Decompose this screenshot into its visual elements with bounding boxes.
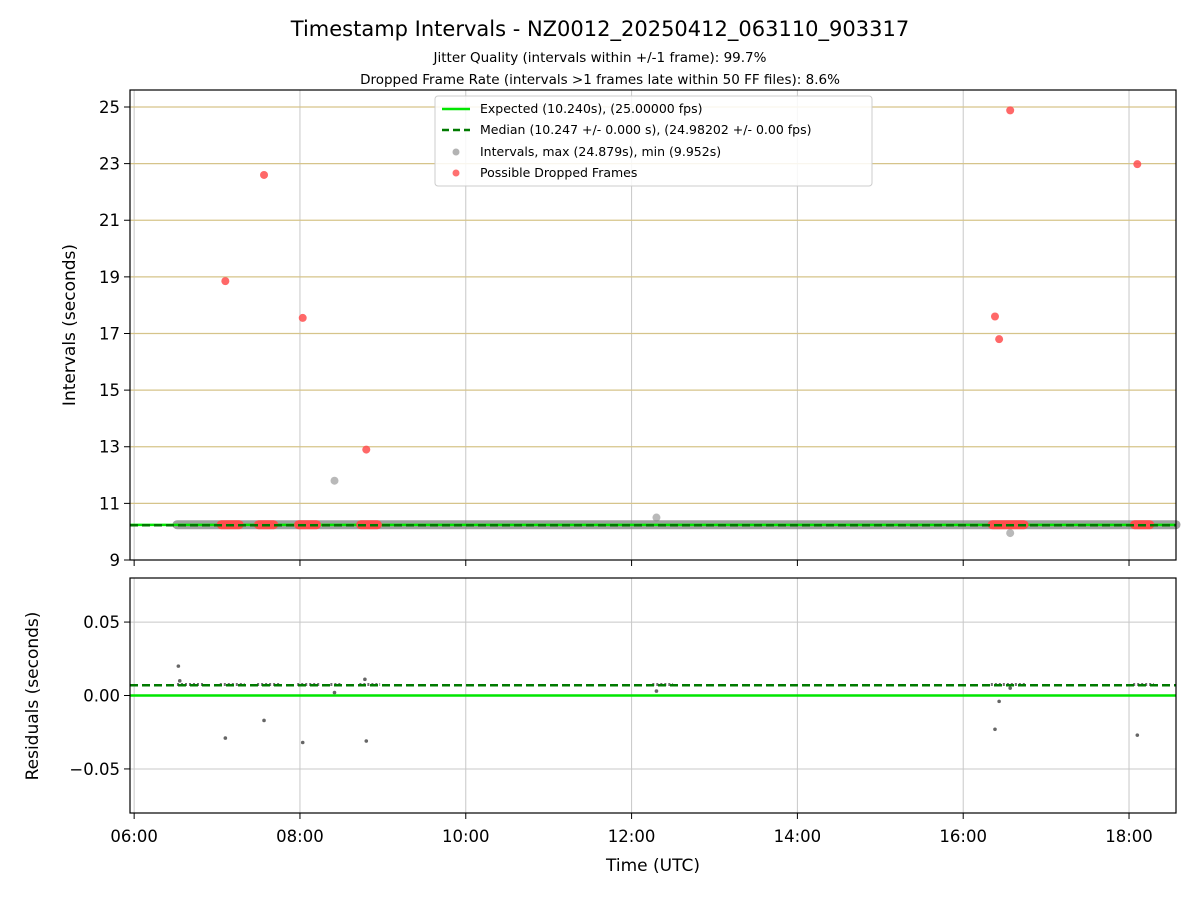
residuals-y-axis-label: Residuals (seconds) xyxy=(23,612,43,781)
intervals-panel: 9 11 13 15 17 19 21 23 25 Intervals (seconds) Ex… xyxy=(60,89,1181,570)
residuals-xtick-label-4: 14:00 xyxy=(774,827,822,846)
residuals-ytick-label-0: 0.05 xyxy=(83,613,120,632)
residuals-xtick-label-1: 08:00 xyxy=(276,827,324,846)
residual-point-11 xyxy=(1008,686,1012,690)
legend-intervals-label: Intervals, max (24.879s), min (9.952s) xyxy=(480,144,721,159)
dropped-point-4 xyxy=(990,312,999,321)
dropped-point-5 xyxy=(995,335,1004,344)
residual-point-4 xyxy=(300,740,305,745)
interval-point-0 xyxy=(330,476,339,485)
residuals-ytick-label-2: −0.05 xyxy=(69,760,120,779)
residuals-xtick-label-3: 12:00 xyxy=(608,827,656,846)
residual-point-6 xyxy=(364,739,369,743)
interval-point-2 xyxy=(1006,529,1015,538)
intervals-ytick-label-0: 9 xyxy=(110,551,121,570)
residual-point-8 xyxy=(654,689,659,693)
residual-point-5 xyxy=(332,690,337,695)
legend-expected-label: Expected (10.240s), (25.00000 fps) xyxy=(480,101,702,116)
intervals-ytick-label-4: 17 xyxy=(99,324,120,343)
residual-point-3 xyxy=(262,718,266,723)
dropped-point-2 xyxy=(298,313,307,322)
legend-box xyxy=(434,95,873,187)
intervals-ytick-label-5: 19 xyxy=(99,268,120,287)
x-axis-label: Time (UTC) xyxy=(605,856,700,876)
intervals-ytick-label-6: 21 xyxy=(99,211,120,230)
intervals-ytick-label-2: 13 xyxy=(99,438,120,457)
residual-point-9 xyxy=(993,727,997,732)
residuals-xtick-label-0: 06:00 xyxy=(110,827,158,846)
residual-point-7 xyxy=(363,677,367,682)
dropped-point-7 xyxy=(1133,160,1142,169)
intervals-axes-frame xyxy=(129,89,1177,561)
residuals-ytick-label-1: 0.00 xyxy=(83,687,120,706)
legend-dropped-swatch xyxy=(452,169,460,177)
dropped-point-1 xyxy=(260,170,269,179)
dropped-point-3 xyxy=(362,445,371,454)
intervals-y-axis-label: Intervals (seconds) xyxy=(60,244,80,406)
residual-point-10 xyxy=(997,699,1001,704)
intervals-y-ticks: 9 11 13 15 17 19 21 23 25 xyxy=(99,98,130,570)
residual-point-0 xyxy=(176,664,181,668)
intervals-x-ticks xyxy=(133,560,1130,566)
legend: Expected (10.240s), (25.00000 fps) Media… xyxy=(434,95,873,187)
residual-point-12 xyxy=(1135,733,1140,737)
residuals-y-ticks: 0.05 0.00 −0.05 xyxy=(69,613,130,779)
dropped-point-0 xyxy=(221,277,230,286)
residuals-panel: 0.05 0.00 −0.05 06:00 08:00 10:00 12:00 14:00 1… xyxy=(23,577,1177,876)
chart-title: Timestamp Intervals - NZ0012_20250412_06… xyxy=(290,17,909,42)
intervals-ytick-label-8: 25 xyxy=(99,98,120,117)
dropped-frame-rate-subtitle: Dropped Frame Rate (intervals >1 frames … xyxy=(360,72,840,88)
jitter-quality-subtitle: Jitter Quality (intervals within +/-1 fr… xyxy=(433,50,767,66)
residuals-marks xyxy=(130,664,1176,745)
dropped-point-6 xyxy=(1006,106,1015,115)
residuals-xtick-label-5: 16:00 xyxy=(939,827,987,846)
residuals-xtick-label-6: 18:00 xyxy=(1105,827,1153,846)
intervals-ytick-label-1: 11 xyxy=(99,494,120,513)
legend-dropped-label: Possible Dropped Frames xyxy=(480,165,637,180)
legend-median-label: Median (10.247 +/- 0.000 s), (24.98202 +… xyxy=(480,122,811,137)
intervals-ytick-label-3: 15 xyxy=(99,381,120,400)
residual-point-1 xyxy=(177,679,182,683)
residual-point-2 xyxy=(223,736,228,740)
interval-point-1 xyxy=(652,513,661,522)
residuals-x-ticks: 06:00 08:00 10:00 12:00 14:00 16:00 18:00 xyxy=(110,813,1153,846)
intervals-ytick-label-7: 23 xyxy=(99,155,120,174)
residuals-xtick-label-2: 10:00 xyxy=(442,827,490,846)
intervals-marks xyxy=(130,106,1181,538)
legend-intervals-swatch xyxy=(452,148,460,156)
